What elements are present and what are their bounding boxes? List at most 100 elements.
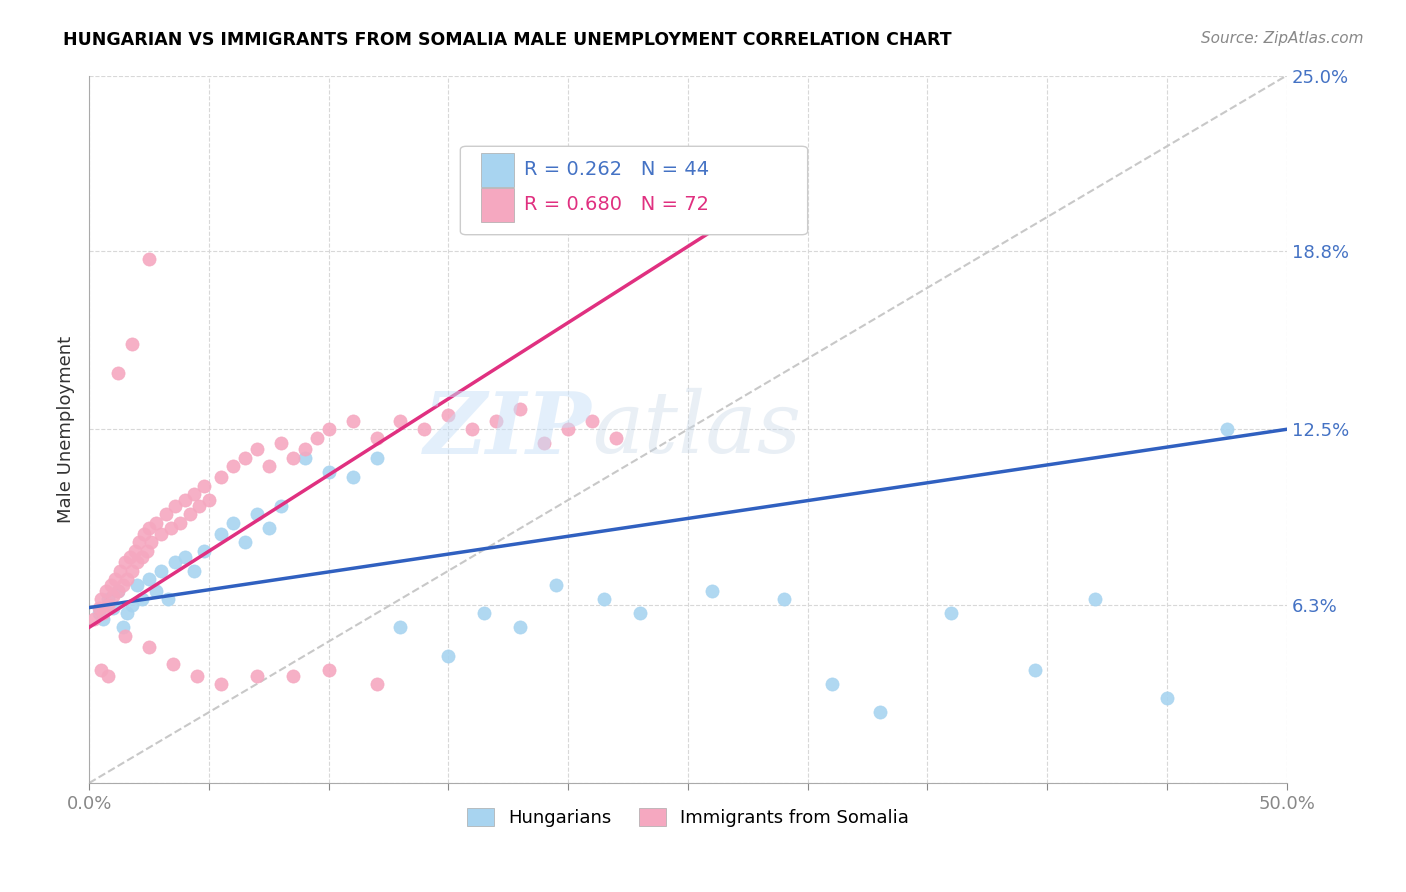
Point	[104, 572, 127, 586]
Point	[188, 499, 211, 513]
Point	[145, 583, 167, 598]
Point	[233, 450, 256, 465]
Point	[366, 677, 388, 691]
Point	[121, 598, 143, 612]
Point	[366, 450, 388, 465]
Point	[318, 663, 340, 677]
Point	[138, 521, 160, 535]
Point	[173, 549, 195, 564]
Point	[1084, 592, 1107, 607]
Point	[145, 516, 167, 530]
Point	[193, 544, 215, 558]
Point	[1216, 422, 1239, 436]
Point	[101, 600, 124, 615]
Point	[546, 578, 568, 592]
Point	[186, 668, 208, 682]
Point	[100, 578, 122, 592]
FancyBboxPatch shape	[460, 146, 807, 235]
Point	[87, 600, 110, 615]
Point	[138, 640, 160, 655]
Point	[437, 648, 460, 663]
Point	[628, 606, 651, 620]
Point	[179, 507, 201, 521]
Point	[246, 442, 269, 456]
Point	[138, 252, 160, 267]
Point	[131, 592, 153, 607]
Point	[125, 578, 148, 592]
Point	[97, 592, 120, 607]
Point	[107, 583, 129, 598]
Point	[90, 663, 112, 677]
Point	[342, 414, 364, 428]
Point	[270, 436, 292, 450]
Point	[124, 544, 146, 558]
Point	[93, 612, 115, 626]
Point	[305, 431, 328, 445]
Point	[318, 422, 340, 436]
Text: HUNGARIAN VS IMMIGRANTS FROM SOMALIA MALE UNEMPLOYMENT CORRELATION CHART: HUNGARIAN VS IMMIGRANTS FROM SOMALIA MAL…	[63, 31, 952, 49]
Point	[135, 544, 157, 558]
Point	[233, 535, 256, 549]
Text: ZIP: ZIP	[425, 387, 592, 471]
Point	[941, 606, 963, 620]
Point	[472, 606, 495, 620]
Point	[125, 555, 148, 569]
Point	[83, 612, 105, 626]
Point	[183, 487, 205, 501]
Point	[222, 459, 245, 474]
Point	[165, 555, 187, 569]
Point	[294, 450, 316, 465]
Point	[209, 470, 232, 484]
Point	[159, 521, 181, 535]
Point	[509, 620, 531, 634]
Bar	[481, 153, 515, 186]
Point	[101, 589, 124, 603]
Point	[128, 535, 150, 549]
Point	[173, 493, 195, 508]
Point	[193, 479, 215, 493]
Point	[114, 629, 136, 643]
Point	[121, 564, 143, 578]
Point	[134, 527, 156, 541]
Text: R = 0.262   N = 44: R = 0.262 N = 44	[524, 161, 709, 179]
Point	[257, 459, 280, 474]
Point	[342, 470, 364, 484]
Point	[107, 583, 129, 598]
Text: Source: ZipAtlas.com: Source: ZipAtlas.com	[1201, 31, 1364, 46]
Point	[772, 592, 794, 607]
Point	[1156, 691, 1178, 706]
Point	[149, 527, 172, 541]
Point	[820, 677, 842, 691]
Point	[108, 564, 131, 578]
Point	[1024, 663, 1046, 677]
Point	[257, 521, 280, 535]
Point	[700, 583, 723, 598]
Point	[117, 572, 139, 586]
Point	[87, 606, 110, 620]
Point	[162, 657, 184, 672]
Point	[533, 436, 555, 450]
Point	[117, 606, 139, 620]
Point	[557, 422, 579, 436]
Point	[222, 516, 245, 530]
Point	[246, 668, 269, 682]
Point	[270, 499, 292, 513]
Point	[389, 414, 412, 428]
Point	[149, 564, 172, 578]
Point	[94, 583, 117, 598]
Point	[509, 402, 531, 417]
Point	[97, 668, 120, 682]
Text: R = 0.680   N = 72: R = 0.680 N = 72	[524, 195, 709, 214]
Bar	[481, 188, 515, 222]
Point	[485, 414, 508, 428]
Point	[111, 620, 134, 634]
Point	[155, 507, 177, 521]
Point	[246, 507, 269, 521]
Point	[107, 366, 129, 380]
Point	[281, 668, 304, 682]
Point	[157, 592, 180, 607]
Y-axis label: Male Unemployment: Male Unemployment	[58, 335, 75, 523]
Legend: Hungarians, Immigrants from Somalia: Hungarians, Immigrants from Somalia	[460, 800, 917, 834]
Point	[131, 549, 153, 564]
Text: atlas: atlas	[592, 388, 801, 471]
